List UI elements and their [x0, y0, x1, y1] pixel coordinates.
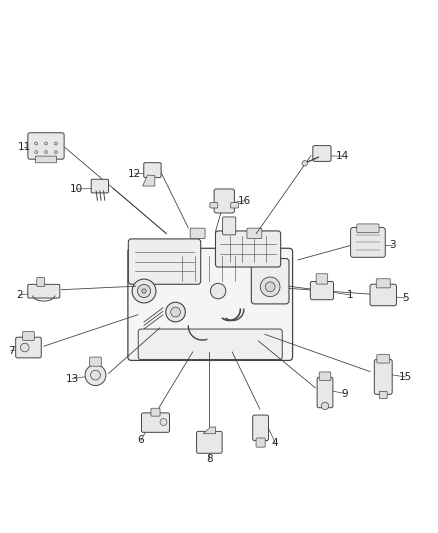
Circle shape — [91, 370, 100, 380]
FancyBboxPatch shape — [316, 274, 328, 284]
FancyBboxPatch shape — [247, 228, 262, 239]
Circle shape — [171, 307, 180, 317]
Circle shape — [132, 279, 156, 303]
Text: 12: 12 — [128, 168, 141, 179]
FancyBboxPatch shape — [90, 357, 101, 366]
FancyBboxPatch shape — [138, 329, 282, 360]
FancyBboxPatch shape — [313, 146, 331, 161]
Text: 5: 5 — [402, 293, 409, 303]
Text: 9: 9 — [342, 389, 349, 399]
FancyBboxPatch shape — [128, 239, 201, 284]
Circle shape — [45, 151, 47, 154]
FancyBboxPatch shape — [151, 408, 160, 416]
FancyBboxPatch shape — [311, 281, 333, 300]
Polygon shape — [203, 427, 215, 434]
Circle shape — [160, 418, 167, 425]
Circle shape — [302, 160, 307, 166]
FancyBboxPatch shape — [128, 248, 293, 360]
FancyBboxPatch shape — [223, 217, 236, 235]
Text: 10: 10 — [70, 184, 83, 194]
FancyBboxPatch shape — [377, 354, 390, 363]
FancyBboxPatch shape — [28, 285, 60, 298]
FancyBboxPatch shape — [256, 438, 265, 447]
Text: 8: 8 — [206, 454, 213, 464]
Circle shape — [85, 365, 106, 385]
Circle shape — [260, 277, 280, 297]
Circle shape — [35, 151, 38, 154]
Text: 15: 15 — [399, 372, 412, 382]
Circle shape — [265, 282, 275, 292]
FancyBboxPatch shape — [350, 228, 385, 257]
Circle shape — [45, 142, 47, 145]
FancyBboxPatch shape — [231, 203, 239, 208]
Circle shape — [142, 289, 146, 293]
FancyBboxPatch shape — [215, 231, 281, 267]
Circle shape — [35, 142, 38, 145]
Circle shape — [138, 285, 151, 297]
FancyBboxPatch shape — [251, 259, 289, 304]
Text: 4: 4 — [272, 438, 279, 448]
FancyBboxPatch shape — [319, 372, 331, 381]
FancyBboxPatch shape — [376, 279, 390, 288]
FancyBboxPatch shape — [35, 156, 57, 163]
Text: 14: 14 — [336, 151, 349, 161]
FancyBboxPatch shape — [253, 415, 268, 441]
FancyBboxPatch shape — [28, 133, 64, 159]
FancyBboxPatch shape — [379, 391, 387, 399]
FancyBboxPatch shape — [190, 228, 205, 239]
Text: 11: 11 — [18, 142, 31, 152]
FancyBboxPatch shape — [144, 163, 161, 177]
FancyBboxPatch shape — [210, 203, 218, 208]
FancyBboxPatch shape — [91, 179, 109, 193]
Circle shape — [21, 343, 29, 352]
Polygon shape — [143, 175, 155, 186]
Text: 7: 7 — [7, 345, 14, 356]
Text: 1: 1 — [347, 290, 354, 300]
Text: 16: 16 — [238, 196, 251, 206]
Text: 13: 13 — [66, 374, 79, 384]
FancyBboxPatch shape — [357, 224, 379, 233]
Circle shape — [210, 284, 226, 298]
FancyBboxPatch shape — [16, 337, 41, 358]
Circle shape — [54, 151, 57, 154]
FancyBboxPatch shape — [37, 278, 45, 287]
FancyBboxPatch shape — [317, 377, 333, 408]
FancyBboxPatch shape — [197, 431, 222, 453]
Circle shape — [321, 402, 328, 410]
FancyBboxPatch shape — [23, 332, 34, 341]
Text: 3: 3 — [389, 240, 396, 251]
FancyBboxPatch shape — [214, 189, 234, 213]
Circle shape — [54, 142, 57, 145]
Text: 2: 2 — [16, 290, 23, 300]
FancyBboxPatch shape — [370, 284, 396, 306]
FancyBboxPatch shape — [374, 359, 392, 394]
FancyBboxPatch shape — [141, 413, 170, 432]
Text: 6: 6 — [138, 435, 145, 446]
Circle shape — [166, 302, 185, 322]
